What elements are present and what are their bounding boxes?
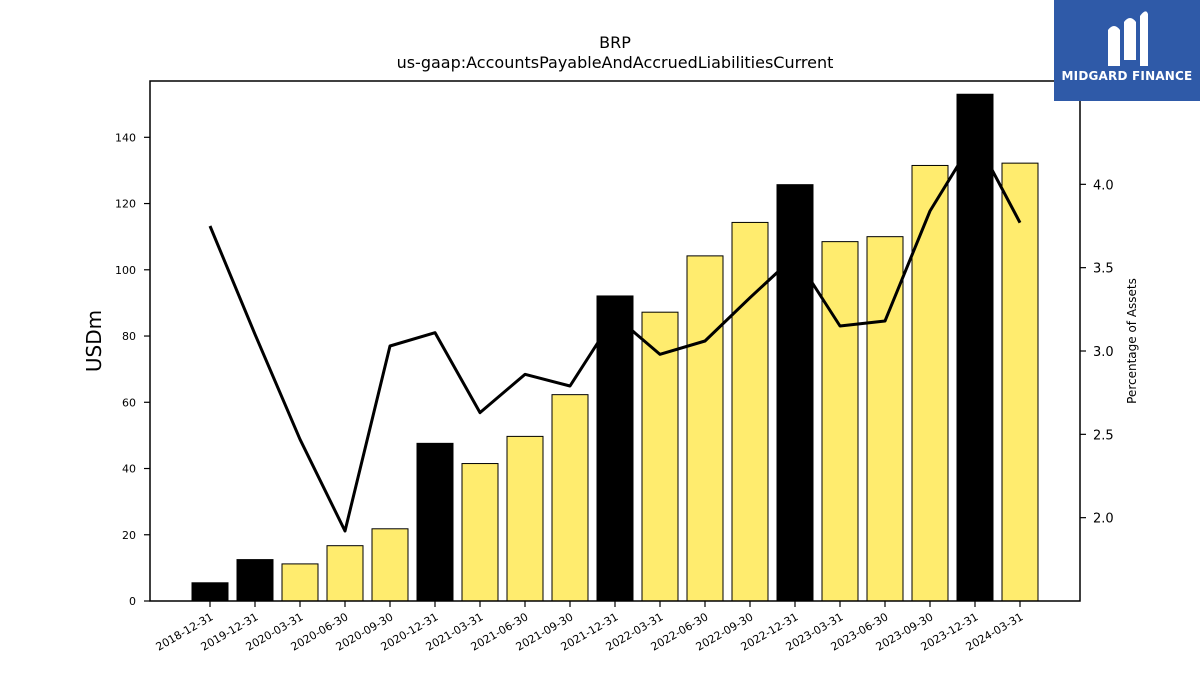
bar-2022-09-30 — [731, 221, 769, 602]
y-tick-label: 80 — [122, 330, 136, 343]
bar-2021-09-30 — [551, 394, 589, 602]
bar-2018-12-31 — [191, 582, 229, 602]
bar-2023-12-31 — [956, 93, 994, 602]
bar-2022-12-31 — [776, 184, 814, 602]
y-tick-label: 140 — [115, 131, 136, 144]
bar-2023-06-30 — [866, 236, 904, 602]
left-axis: 0 20 40 60 80 100 120 140 — [115, 131, 150, 608]
percentage-line — [208, 136, 1022, 533]
midgard-logo-icon — [1108, 11, 1148, 66]
y2-axis-label: Percentage of Assets — [1125, 278, 1139, 404]
plot-frame — [149, 80, 1081, 602]
y-tick-label: 120 — [115, 198, 136, 211]
chart-title: BRP — [599, 33, 631, 52]
bar-2020-09-30 — [371, 528, 409, 602]
y2-tick-label: 3.0 — [1093, 345, 1114, 360]
bar-2024-03-31 — [1001, 162, 1039, 602]
y2-tick-label: 2.5 — [1093, 428, 1114, 443]
chart-subtitle: us-gaap:AccountsPayableAndAccruedLiabili… — [397, 53, 834, 72]
y2-tick-label: 3.5 — [1093, 262, 1114, 277]
bar-2023-09-30 — [911, 164, 949, 602]
bar-2023-03-31 — [821, 241, 859, 602]
bar-2021-06-30 — [506, 435, 544, 602]
bar-2021-03-31 — [461, 463, 499, 602]
bar-2019-12-31 — [236, 559, 274, 602]
bar-2020-06-30 — [326, 545, 364, 602]
x-axis: 2018-12-312019-12-312020-03-312020-06-30… — [154, 601, 1026, 654]
y-tick-label: 60 — [122, 396, 136, 409]
midgard-finance-logo: MIDGARD FINANCE — [1054, 0, 1200, 101]
y-tick-label: 20 — [122, 529, 136, 542]
y2-tick-label: 4.0 — [1093, 178, 1114, 193]
y-axis-label: USDm — [82, 310, 106, 372]
right-axis: 2.0 2.5 3.0 3.5 4.0 — [1080, 178, 1114, 527]
bar-2022-06-30 — [686, 255, 724, 602]
y-tick-label: 40 — [122, 463, 136, 476]
logo-text: MIDGARD FINANCE — [1061, 69, 1193, 83]
bars-group — [191, 93, 1039, 602]
y-tick-label: 0 — [129, 595, 136, 608]
y2-tick-label: 2.0 — [1093, 512, 1114, 527]
bar-2022-03-31 — [641, 311, 679, 602]
line-group — [208, 136, 1022, 533]
bar-2020-03-31 — [281, 563, 319, 602]
y-tick-label: 100 — [115, 264, 136, 277]
bar-2020-12-31 — [416, 442, 454, 602]
bar-2021-12-31 — [596, 295, 634, 602]
